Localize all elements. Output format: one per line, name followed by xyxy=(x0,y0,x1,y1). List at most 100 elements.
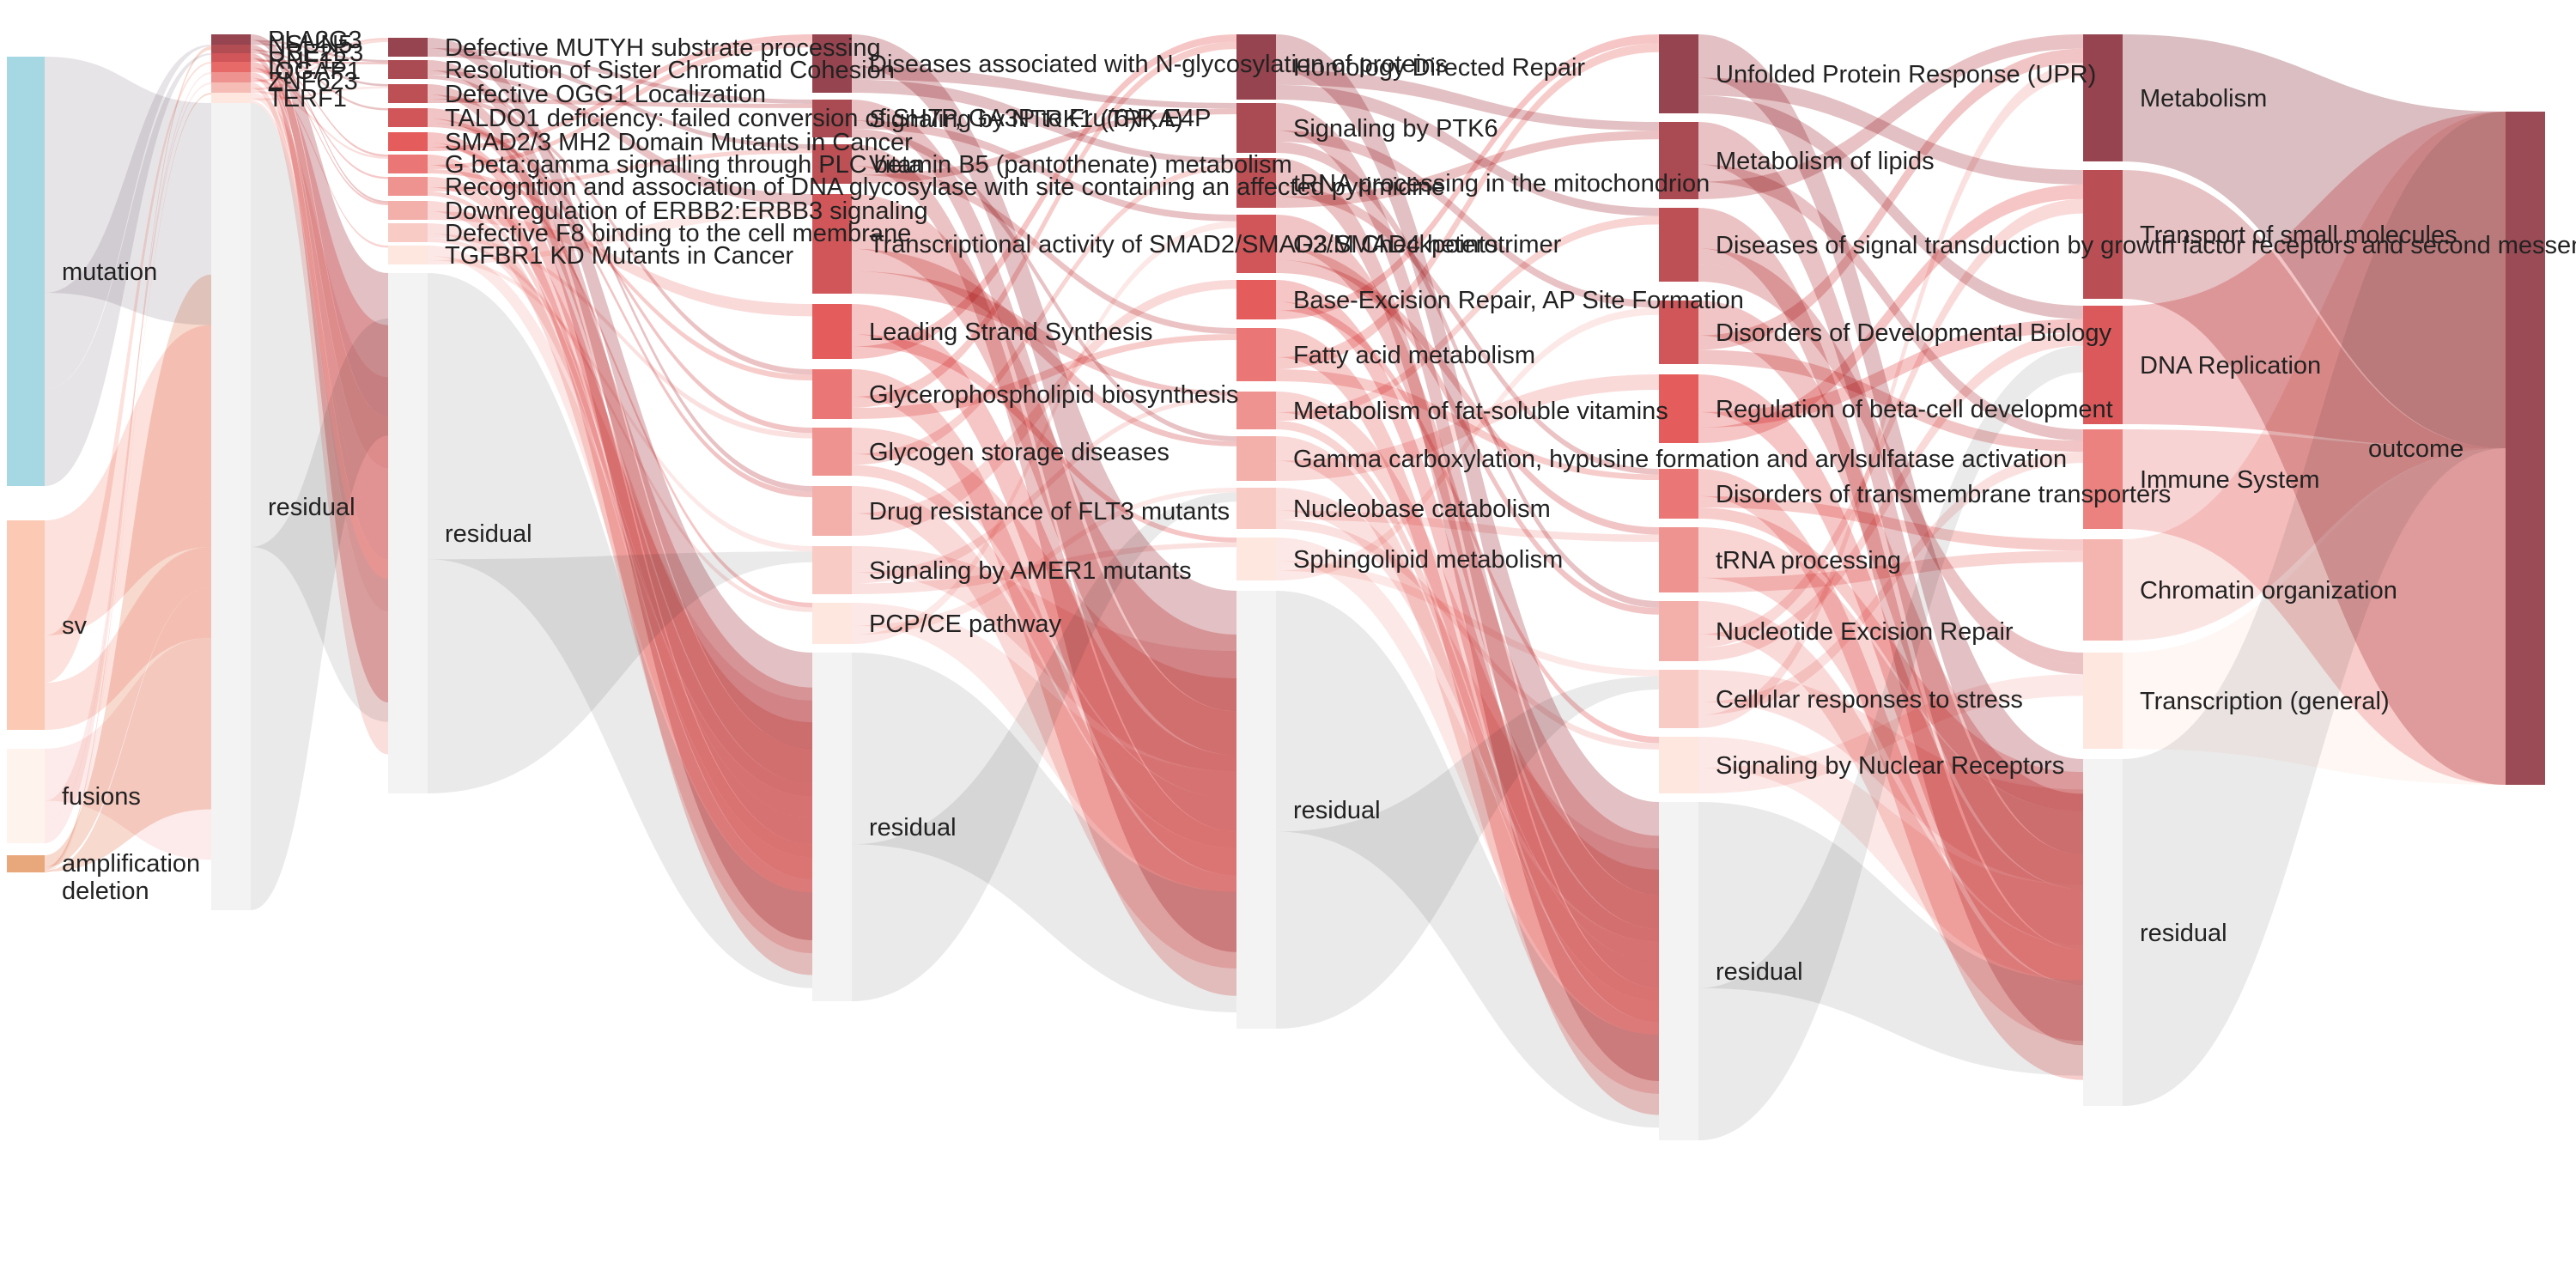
sankey-link xyxy=(852,542,1236,594)
sankey-link xyxy=(852,163,1236,465)
sankey-node-label: residual xyxy=(1293,797,1381,824)
sankey-link xyxy=(1698,452,2083,715)
sankey-node-b9 xyxy=(812,546,852,594)
sankey-link xyxy=(1698,264,2083,675)
sankey-node-label: sv xyxy=(62,612,88,640)
sankey-node-b6 xyxy=(812,369,852,419)
sankey-link xyxy=(1698,122,2083,951)
sankey-link xyxy=(45,496,211,867)
sankey-link xyxy=(1276,43,1659,370)
sankey-node-label: Glycerophospholipid biosynthesis xyxy=(869,381,1238,409)
sankey-node-label: mutation xyxy=(62,258,157,286)
sankey-node-label: Transcriptional activity of SMAD2/SMAD3:… xyxy=(869,231,1562,258)
sankey-link xyxy=(852,120,1236,222)
sankey-link xyxy=(428,216,812,317)
sankey-link xyxy=(852,194,1236,756)
sankey-link xyxy=(251,38,388,82)
sankey-link xyxy=(852,34,1236,359)
sankey-node-a_res xyxy=(388,273,428,793)
sankey-node-label: Signaling by NTRK1 (TRKA) xyxy=(869,106,1183,133)
sankey-node-a7 xyxy=(388,177,428,196)
sankey-node-label: Nucleobase catabolism xyxy=(1293,495,1551,523)
sankey-node-b5 xyxy=(812,304,852,359)
sankey-node-a2 xyxy=(388,60,428,79)
sankey-link xyxy=(1698,670,2083,885)
sankey-link xyxy=(1276,70,1659,131)
sankey-link xyxy=(1698,345,2083,1140)
sankey-node-label: Disorders of transmembrane transporters xyxy=(1716,481,2171,508)
sankey-link xyxy=(1276,676,1659,1029)
sankey-link xyxy=(251,39,388,63)
sankey-link xyxy=(852,66,1236,109)
sankey-link xyxy=(1276,34,1659,319)
sankey-node-label: Leading Strand Synthesis xyxy=(869,319,1153,346)
sankey-node-label: Metabolism of fat-soluble vitamins xyxy=(1293,398,1668,425)
sankey-link xyxy=(251,67,388,205)
sankey-link xyxy=(428,52,812,149)
sankey-node-label: Cellular responses to stress xyxy=(1716,686,2023,714)
sankey-link xyxy=(852,129,1236,441)
sankey-node-label: amplification xyxy=(62,850,200,878)
sankey-node-label: tRNA processing xyxy=(1716,547,1901,574)
sankey-node-label: Defective F8 binding to the cell membran… xyxy=(445,220,911,247)
sankey-link xyxy=(251,59,388,64)
sankey-link xyxy=(852,270,1236,396)
sankey-node-label: Gamma carboxylation, hypusine formation … xyxy=(1293,446,2067,473)
sankey-node-label: G2/M Checkpoints xyxy=(1293,231,1498,258)
sankey-link xyxy=(428,34,812,151)
sankey-link xyxy=(251,90,388,159)
sankey-link xyxy=(1276,488,1659,942)
sankey-node-label: Disorders of Developmental Biology xyxy=(1716,319,2111,347)
sankey-link xyxy=(428,211,812,311)
sankey-node-b7 xyxy=(812,428,852,476)
sankey-node-label: TALDO1 deficiency: failed conversion of … xyxy=(445,105,1211,132)
sankey-link xyxy=(2123,112,2506,1106)
sankey-node-g2 xyxy=(211,45,251,53)
sankey-link xyxy=(1698,198,2083,648)
sankey-node-label: deletion xyxy=(62,878,149,905)
sankey-link xyxy=(428,70,812,206)
sankey-node-e4 xyxy=(2083,429,2123,529)
sankey-node-c2 xyxy=(1236,103,1276,153)
sankey-node-g3 xyxy=(211,53,251,62)
sankey-node-d9 xyxy=(1659,670,1698,728)
sankey-node-label: Defective OGG1 Localization xyxy=(445,81,766,108)
sankey-node-a10 xyxy=(388,246,428,264)
sankey-node-d10 xyxy=(1659,737,1698,793)
sankey-link xyxy=(852,284,1236,536)
sankey-node-c10 xyxy=(1236,538,1276,580)
sankey-node-amplification xyxy=(7,855,45,871)
sankey-node-sv xyxy=(7,520,45,730)
sankey-link xyxy=(428,40,812,170)
sankey-link xyxy=(852,653,1236,1012)
sankey-node-outcome xyxy=(2506,112,2545,785)
sankey-node-c1 xyxy=(1236,34,1276,100)
sankey-node-g6 xyxy=(211,82,251,93)
sankey-node-label: Base-Excision Repair, AP Site Formation xyxy=(1293,287,1744,314)
sankey-link xyxy=(1698,507,2083,811)
sankey-node-label: Diseases of signal transduction by growt… xyxy=(1716,232,2576,259)
sankey-node-d7 xyxy=(1659,527,1698,592)
sankey-node-label: tRNA processing in the mitochondrion xyxy=(1293,170,1710,197)
sankey-link xyxy=(1698,184,2083,443)
sankey-link xyxy=(852,280,1236,525)
sankey-link xyxy=(1276,216,1659,422)
sankey-node-g4 xyxy=(211,62,251,72)
sankey-link xyxy=(1276,301,1659,744)
sankey-node-a6 xyxy=(388,155,428,173)
sankey-link xyxy=(428,149,812,192)
sankey-node-e5 xyxy=(2083,539,2123,641)
sankey-link xyxy=(1276,519,1659,750)
sankey-node-b8 xyxy=(812,486,852,536)
sankey-link xyxy=(1276,591,1659,1128)
sankey-node-a4 xyxy=(388,108,428,127)
sankey-node-label: residual xyxy=(869,814,957,841)
sankey-link xyxy=(251,100,388,580)
sankey-link xyxy=(1276,259,1659,535)
sankey-node-label: Nucleotide Excision Repair xyxy=(1716,618,2014,646)
sankey-node-a5 xyxy=(388,132,428,151)
sankey-links xyxy=(45,34,2506,1140)
sankey-node-e1 xyxy=(2083,34,2123,161)
sankey-node-label: Drug resistance of FLT3 mutants xyxy=(869,498,1230,526)
